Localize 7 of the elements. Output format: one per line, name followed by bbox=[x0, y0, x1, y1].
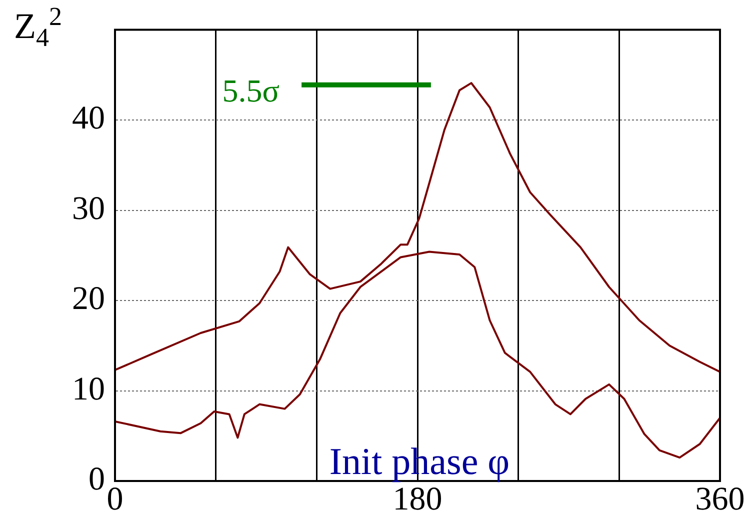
x-tick-label: 180 bbox=[392, 481, 442, 518]
series-label: 5.5σ bbox=[222, 72, 280, 108]
y-tick-label: 40 bbox=[72, 100, 105, 137]
y-tick-label: 10 bbox=[72, 371, 105, 408]
y-tick-label: 30 bbox=[72, 190, 105, 227]
x-tick-label: 360 bbox=[695, 481, 745, 518]
y-tick-label: 20 bbox=[72, 281, 105, 318]
